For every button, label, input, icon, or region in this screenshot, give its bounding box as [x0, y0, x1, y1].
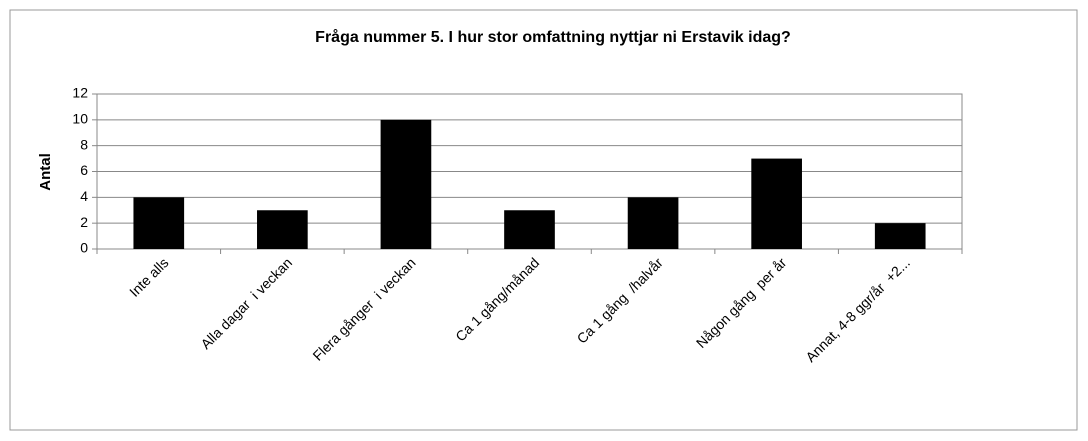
chart-title: Fråga nummer 5. I hur stor omfattning ny…: [315, 28, 791, 46]
y-tick-label: 8: [80, 136, 88, 152]
y-tick-label: 10: [72, 111, 88, 127]
bar: [627, 197, 679, 249]
bar: [874, 223, 926, 249]
bar: [380, 119, 432, 249]
bar: [504, 210, 555, 249]
y-tick-label: 6: [80, 162, 88, 178]
y-axis-label: Antal: [37, 153, 54, 191]
bar: [133, 197, 185, 249]
y-tick-label: 12: [72, 85, 88, 101]
y-tick-label: 2: [80, 214, 88, 230]
bar: [257, 210, 308, 249]
bar: [751, 158, 802, 249]
y-tick-label: 4: [80, 188, 88, 204]
y-tick-label: 0: [80, 240, 88, 256]
